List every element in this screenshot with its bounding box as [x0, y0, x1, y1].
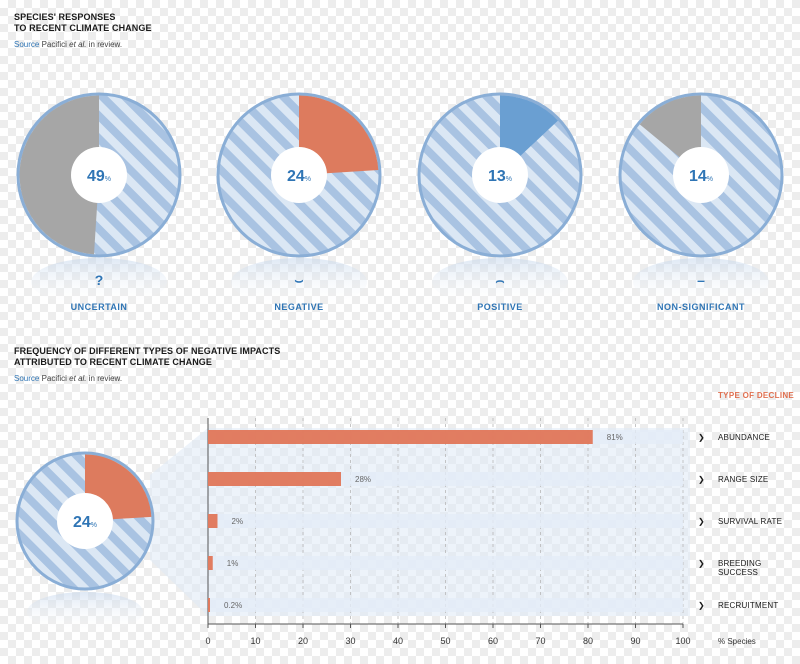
bar-track [208, 472, 683, 486]
decline-item-recruitment: RECRUITMENT [718, 601, 779, 610]
x-tick-label: 10 [250, 636, 260, 646]
nonsignificant-percent-label: 14% [689, 168, 713, 185]
bar [208, 598, 210, 612]
negative-slice [299, 95, 379, 175]
section1-title-line2: TO RECENT CLIMATE CHANGE [14, 23, 152, 33]
positive-reflection [432, 258, 568, 306]
bar-value-label: 1% [227, 559, 239, 568]
nonsignificant-label: NON-SIGNIFICANT [657, 302, 745, 312]
chevron-right-icon: ❯ [698, 433, 705, 442]
uncertain-percent-label: 49% [87, 168, 111, 185]
bar-track [208, 598, 683, 612]
section1-source: Source Pacifici et al. in review. [14, 40, 122, 49]
nonsignificant-percent-unit: % [707, 176, 713, 183]
positive-percent-value: 13 [488, 168, 506, 185]
section1-title: SPECIES' RESPONSES TO RECENT CLIMATE CHA… [14, 12, 152, 34]
type-of-decline-title: TYPE OF DECLINE [718, 391, 795, 400]
decline-item-abundance: ABUNDANCE [718, 433, 771, 442]
positive-percent-unit: % [506, 176, 512, 183]
negative-percent-value: 24 [287, 168, 305, 185]
bar-value-label: 81% [607, 433, 623, 442]
x-tick-label: 40 [393, 636, 403, 646]
nonsignificant-center-disc [673, 147, 729, 203]
source-label: Source [14, 374, 40, 383]
positive-donut: 13% [417, 92, 583, 258]
inset-reflection [27, 592, 143, 632]
x-tick-label: 0 [205, 636, 210, 646]
positive-label: POSITIVE [477, 302, 523, 312]
nonsignificant-donut: 14% [618, 92, 784, 258]
bar-value-label: 28% [355, 475, 371, 484]
bar-value-label: 0.2% [224, 601, 242, 610]
negative-donut: 24% [216, 92, 382, 258]
bar-track [208, 514, 683, 528]
species-responses-donut-row: 49% 24% 13% 14% [16, 92, 784, 306]
source-author: Pacifici [41, 40, 67, 49]
bar-track [208, 430, 683, 444]
source-etal: et al. [69, 374, 87, 383]
uncertain-symbol: ? [94, 272, 104, 288]
inset-donut-ring [15, 451, 155, 591]
negative-center-disc [271, 147, 327, 203]
bar [208, 430, 593, 444]
source-author: Pacifici [41, 374, 67, 383]
x-tick-label: 60 [488, 636, 498, 646]
section2-title: FREQUENCY OF DIFFERENT TYPES OF NEGATIVE… [14, 346, 280, 368]
x-tick-label: 70 [535, 636, 545, 646]
positive-center-disc [472, 147, 528, 203]
bar-track [208, 556, 683, 570]
chevron-right-icon: ❯ [698, 601, 705, 610]
uncertain-donut: 49% [16, 92, 182, 258]
nonsignificant-reflection [633, 258, 769, 306]
negative-symbol: ⌣ [294, 272, 304, 288]
nonsignificant-percent-value: 14 [689, 168, 707, 185]
inset-donut: 24% [15, 451, 155, 591]
bar [208, 514, 218, 528]
uncertain-reflection [31, 258, 167, 306]
positive-percent-label: 13% [488, 168, 512, 185]
inset-center-disc [57, 493, 113, 549]
x-tick-label: 90 [630, 636, 640, 646]
source-label: Source [14, 40, 40, 49]
inset-slice [85, 454, 152, 521]
bar [208, 556, 213, 570]
x-tick-label: 30 [345, 636, 355, 646]
x-tick-label: 50 [440, 636, 450, 646]
section2-source: Source Pacifici et al. in review. [14, 374, 122, 383]
chevron-right-icon: ❯ [698, 475, 705, 484]
chevron-right-icon: ❯ [698, 559, 705, 568]
nonsignificant-symbol: – [697, 272, 705, 288]
uncertain-label: UNCERTAIN [70, 302, 128, 312]
section1-title-line1: SPECIES' RESPONSES [14, 12, 116, 22]
positive-symbol: ⌢ [495, 272, 505, 288]
inset-percent-unit: % [91, 522, 97, 529]
source-rest: in review. [88, 374, 123, 383]
uncertain-percent-unit: % [105, 176, 111, 183]
chevron-right-icon: ❯ [698, 517, 705, 526]
decline-item-breeding-success: BREEDING SUCCESS [718, 559, 762, 577]
inset-funnel [150, 428, 690, 616]
inset-percent-label: 24% [73, 514, 97, 531]
source-etal: et al. [69, 40, 87, 49]
x-tick-label: 100 [675, 636, 690, 646]
bar-value-label: 2% [232, 517, 244, 526]
decline-item-survival-rate: SURVIVAL RATE [718, 517, 783, 526]
uncertain-slice [19, 95, 99, 255]
negative-label: NEGATIVE [274, 302, 324, 312]
bar [208, 472, 341, 486]
section2-title-line2: ATTRIBUTED TO RECENT CLIMATE CHANGE [14, 357, 212, 367]
decline-item-range-size: RANGE SIZE [718, 475, 769, 484]
chart-grid [255, 418, 684, 624]
uncertain-center-disc [71, 147, 127, 203]
x-tick-label: 80 [583, 636, 593, 646]
section2-title-line1: FREQUENCY OF DIFFERENT TYPES OF NEGATIVE… [14, 346, 281, 356]
source-rest: in review. [88, 40, 123, 49]
x-axis-label: % Species [718, 637, 756, 646]
inset-percent-value: 24 [73, 514, 91, 531]
x-tick-label: 20 [298, 636, 308, 646]
negative-percent-unit: % [305, 176, 311, 183]
negative-percent-label: 24% [287, 168, 311, 185]
uncertain-percent-value: 49 [87, 168, 105, 185]
negative-reflection [231, 258, 367, 306]
